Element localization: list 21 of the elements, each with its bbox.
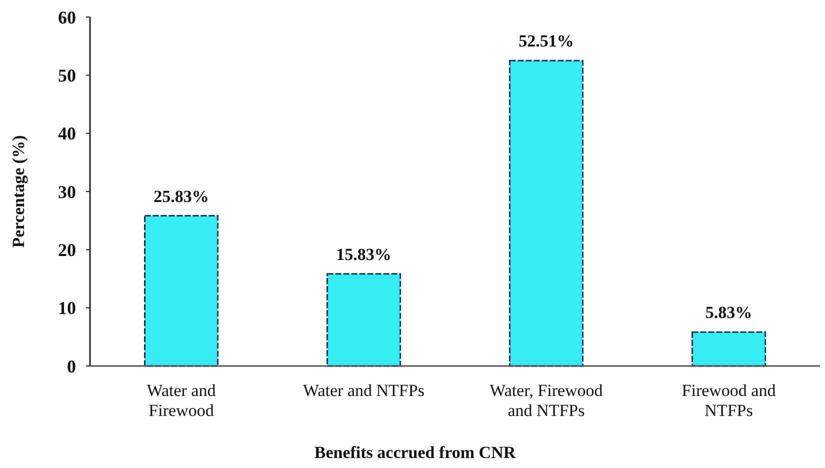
y-tick-label: 60 xyxy=(58,7,76,28)
y-tick-label: 20 xyxy=(58,240,76,260)
x-tick-label: Water, Firewood and NTFPs xyxy=(490,381,604,420)
y-tick-label: 40 xyxy=(58,124,76,144)
y-tick-label: 50 xyxy=(58,65,76,86)
bar xyxy=(326,273,401,367)
y-axis-title: Percentage (%) xyxy=(9,135,28,248)
y-tick-label: 10 xyxy=(58,298,76,318)
y-tick-label: 0 xyxy=(67,356,76,376)
x-tick-label: Water and NTFPs xyxy=(303,381,424,400)
data-label: 15.83% xyxy=(336,244,392,264)
data-label: 5.83% xyxy=(705,303,752,322)
x-tick-label: Firewood and NTFPs xyxy=(682,381,776,420)
y-tick-label: 30 xyxy=(58,182,76,202)
bar xyxy=(692,331,766,367)
x-axis-title: Benefits accrued from CNR xyxy=(314,443,516,462)
x-tick-label: Water and Firewood xyxy=(146,381,216,420)
bar xyxy=(509,60,584,367)
data-label: 25.83% xyxy=(154,186,209,206)
data-label: 52.51% xyxy=(518,32,574,51)
bar xyxy=(144,215,218,367)
